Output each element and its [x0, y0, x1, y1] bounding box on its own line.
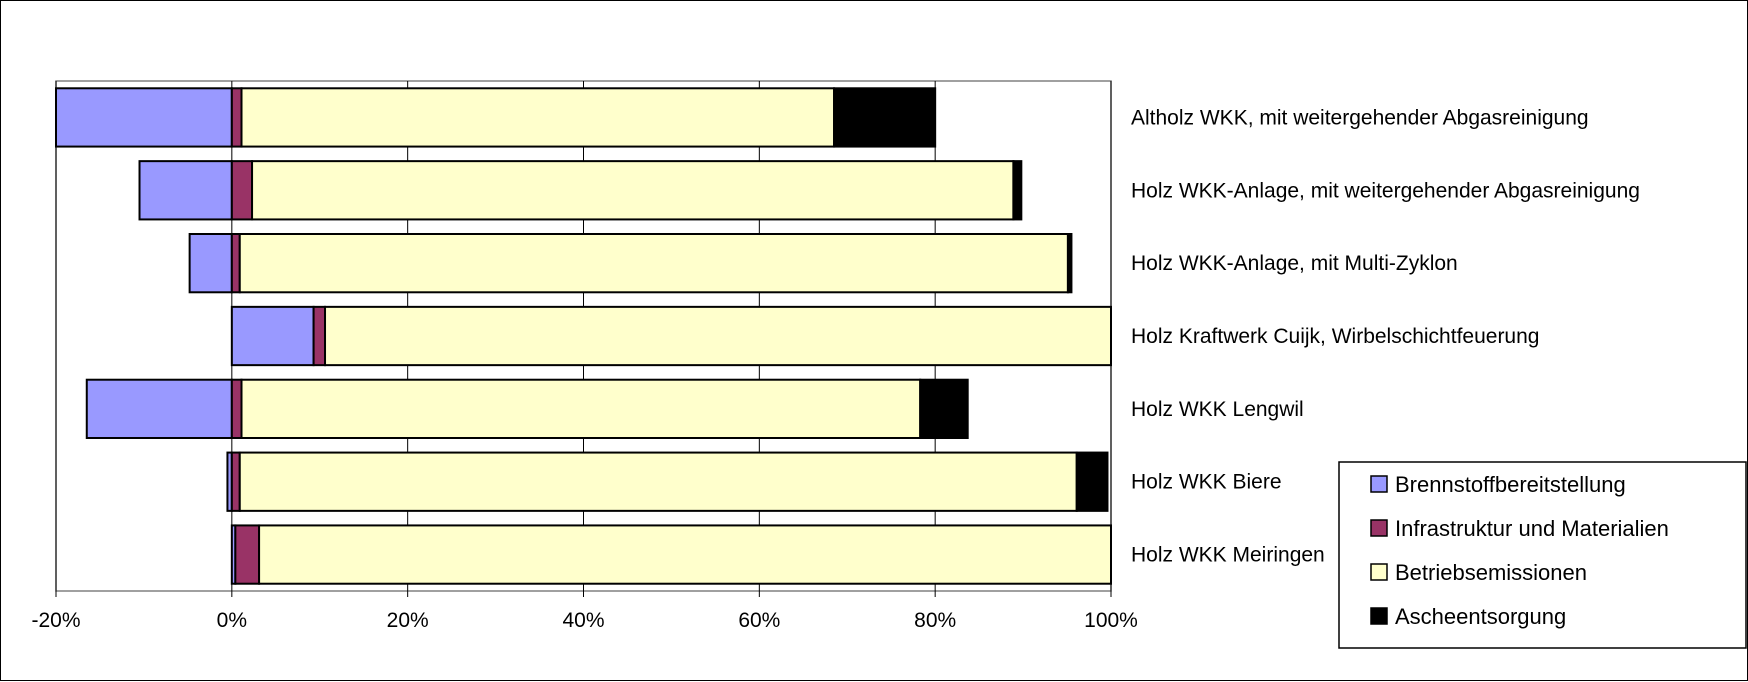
legend-label: Betriebsemissionen — [1395, 560, 1587, 585]
bar-segment — [1012, 160, 1023, 221]
legend-label: Ascheentsorgung — [1395, 604, 1566, 629]
bar-segment — [240, 378, 922, 440]
bar-segment — [230, 160, 254, 221]
bar-segment — [230, 451, 241, 512]
x-tick-label: 0% — [217, 609, 247, 632]
bar-segment — [234, 524, 261, 585]
category-label: Altholz WKK, mit weitergehender Abgasrei… — [1131, 106, 1589, 129]
x-tick-label: 60% — [738, 609, 780, 632]
bar-segment — [258, 524, 1112, 585]
legend-label: Brennstoffbereitstellung — [1395, 472, 1626, 497]
category-label: Holz WKK-Anlage, mit weitergehender Abga… — [1131, 179, 1640, 202]
category-label: Holz WKK Biere — [1131, 471, 1282, 494]
x-tick-label: 20% — [387, 609, 429, 632]
x-tick-label: 100% — [1084, 609, 1138, 632]
legend: Brennstoffbereitstellung Infrastruktur un… — [1338, 461, 1747, 649]
bar-segment — [312, 305, 327, 367]
legend-swatch — [1370, 607, 1388, 625]
x-tick-label: 80% — [914, 609, 956, 632]
legend-swatch — [1370, 563, 1388, 581]
bars — [55, 87, 1112, 585]
x-tick-label: -20% — [31, 609, 80, 632]
bar-segment — [240, 87, 836, 148]
bar-segment — [238, 233, 1069, 294]
bar-segment — [85, 378, 233, 440]
category-label: Holz WKK Lengwil — [1131, 398, 1304, 421]
bar-segment — [238, 451, 1078, 512]
bar-segment — [833, 87, 937, 148]
bar-segment — [230, 233, 241, 294]
bar-segment — [919, 378, 969, 440]
bar-segment — [230, 305, 315, 367]
category-label: Holz WKK Meiringen — [1131, 544, 1325, 567]
bar-segment — [55, 87, 233, 148]
x-tick-label: 40% — [562, 609, 604, 632]
bar-segment — [188, 233, 233, 294]
legend-swatch — [1370, 475, 1388, 493]
legend-box — [1338, 461, 1747, 649]
x-axis: -20% 0% 20% 40% 60% 80% 100% — [31, 591, 1138, 632]
bar-segment — [1066, 233, 1073, 294]
bar-segment — [138, 160, 233, 221]
category-label: Holz Kraftwerk Cuijk, Wirbelschichtfeuer… — [1131, 325, 1539, 348]
bar-segment — [324, 305, 1112, 367]
category-labels: Altholz WKK, mit weitergehender Abgasrei… — [1131, 106, 1640, 566]
legend-swatch — [1370, 519, 1388, 537]
bar-segment — [251, 160, 1015, 221]
bar-segment — [230, 378, 243, 440]
bar-segment — [230, 87, 243, 148]
bar-segment — [1075, 451, 1109, 512]
category-label: Holz WKK-Anlage, mit Multi-Zyklon — [1131, 252, 1458, 275]
legend-label: Infrastruktur und Materialien — [1395, 516, 1669, 541]
